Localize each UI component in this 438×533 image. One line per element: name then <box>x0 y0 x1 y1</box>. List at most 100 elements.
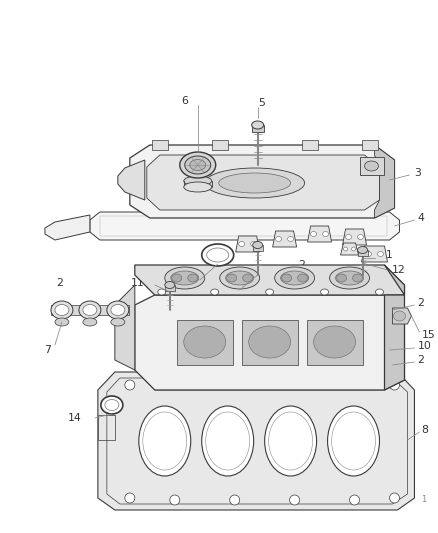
Ellipse shape <box>170 495 179 505</box>
Polygon shape <box>342 229 366 245</box>
Text: 2: 2 <box>57 278 63 288</box>
Ellipse shape <box>365 252 371 256</box>
Ellipse shape <box>268 412 312 470</box>
Ellipse shape <box>329 267 369 289</box>
Polygon shape <box>306 320 362 365</box>
Ellipse shape <box>377 252 383 256</box>
Ellipse shape <box>105 400 119 410</box>
Ellipse shape <box>226 274 236 282</box>
Polygon shape <box>251 125 263 132</box>
Ellipse shape <box>357 246 367 254</box>
Ellipse shape <box>287 237 293 241</box>
Polygon shape <box>115 285 134 370</box>
Ellipse shape <box>349 495 359 505</box>
Ellipse shape <box>106 301 128 319</box>
Ellipse shape <box>206 248 228 262</box>
Ellipse shape <box>280 271 308 285</box>
Ellipse shape <box>357 235 363 239</box>
Ellipse shape <box>218 173 290 193</box>
Ellipse shape <box>351 247 355 251</box>
Text: 14: 14 <box>68 413 81 423</box>
Polygon shape <box>146 155 378 210</box>
Ellipse shape <box>157 289 166 295</box>
Text: 10: 10 <box>417 341 431 351</box>
Ellipse shape <box>250 241 256 246</box>
Ellipse shape <box>225 271 253 285</box>
Ellipse shape <box>55 304 69 316</box>
Ellipse shape <box>187 274 197 282</box>
Ellipse shape <box>281 274 291 282</box>
Polygon shape <box>359 157 384 175</box>
Ellipse shape <box>251 121 263 129</box>
Ellipse shape <box>201 406 253 476</box>
Ellipse shape <box>204 168 304 198</box>
Polygon shape <box>90 212 399 240</box>
Polygon shape <box>98 372 413 510</box>
Polygon shape <box>164 285 174 291</box>
Polygon shape <box>117 160 145 200</box>
Polygon shape <box>235 236 259 252</box>
Ellipse shape <box>111 318 124 326</box>
Ellipse shape <box>164 267 204 289</box>
Ellipse shape <box>331 412 374 470</box>
Polygon shape <box>134 265 403 295</box>
Ellipse shape <box>179 152 215 178</box>
Polygon shape <box>211 140 227 150</box>
Polygon shape <box>134 295 403 390</box>
Text: 8: 8 <box>420 425 427 435</box>
Polygon shape <box>252 245 262 251</box>
Ellipse shape <box>274 267 314 289</box>
Ellipse shape <box>171 274 181 282</box>
Ellipse shape <box>265 289 273 295</box>
Text: 11: 11 <box>131 278 145 288</box>
Polygon shape <box>384 265 403 390</box>
Ellipse shape <box>297 274 307 282</box>
Text: 2: 2 <box>201 300 208 310</box>
Ellipse shape <box>389 380 399 390</box>
Ellipse shape <box>170 271 198 285</box>
Ellipse shape <box>252 241 262 248</box>
Polygon shape <box>152 140 167 150</box>
Polygon shape <box>361 140 377 150</box>
Ellipse shape <box>170 375 179 385</box>
Ellipse shape <box>392 311 405 321</box>
Text: 2: 2 <box>297 260 304 270</box>
Text: 12: 12 <box>391 265 404 275</box>
Ellipse shape <box>229 495 239 505</box>
Ellipse shape <box>238 241 244 246</box>
Ellipse shape <box>336 274 346 282</box>
Ellipse shape <box>389 493 399 503</box>
Text: 11: 11 <box>378 250 392 260</box>
Ellipse shape <box>138 406 191 476</box>
Ellipse shape <box>352 274 362 282</box>
Ellipse shape <box>313 326 355 358</box>
Ellipse shape <box>374 289 383 295</box>
Polygon shape <box>45 215 90 240</box>
Ellipse shape <box>111 304 124 316</box>
Ellipse shape <box>184 182 211 192</box>
Text: 2: 2 <box>417 355 424 365</box>
Ellipse shape <box>51 301 73 319</box>
Ellipse shape <box>364 161 378 171</box>
Ellipse shape <box>289 375 299 385</box>
Text: 13: 13 <box>357 273 371 283</box>
Ellipse shape <box>320 289 328 295</box>
Polygon shape <box>272 231 296 247</box>
Text: 9: 9 <box>224 288 231 298</box>
Ellipse shape <box>124 493 134 503</box>
Ellipse shape <box>248 326 290 358</box>
Ellipse shape <box>327 406 378 476</box>
Ellipse shape <box>289 495 299 505</box>
Ellipse shape <box>343 247 347 251</box>
Ellipse shape <box>219 267 259 289</box>
Ellipse shape <box>345 235 351 239</box>
Ellipse shape <box>124 380 134 390</box>
Polygon shape <box>241 320 297 365</box>
Ellipse shape <box>349 375 359 385</box>
Text: 15: 15 <box>420 330 434 340</box>
Text: 6: 6 <box>181 96 188 106</box>
Polygon shape <box>130 145 394 218</box>
Ellipse shape <box>275 237 281 241</box>
Ellipse shape <box>322 231 328 237</box>
Polygon shape <box>340 243 358 255</box>
